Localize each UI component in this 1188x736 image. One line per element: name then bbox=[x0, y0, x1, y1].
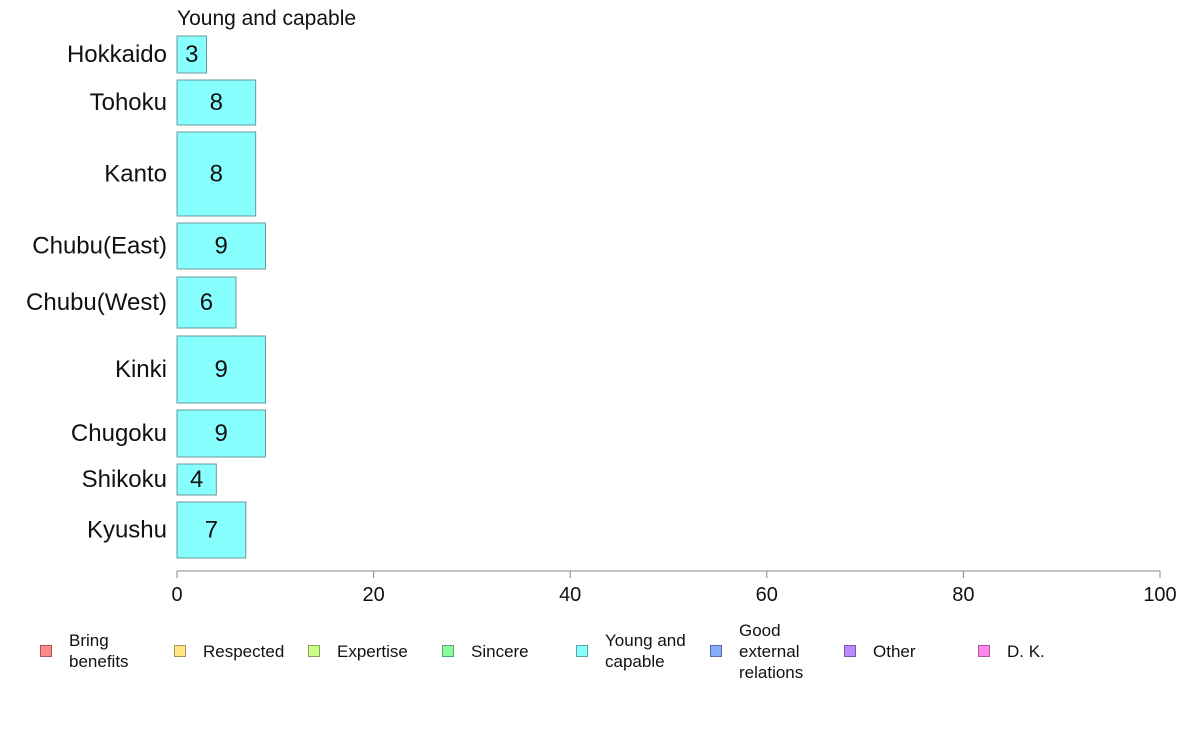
bar-value-label: 9 bbox=[215, 356, 228, 383]
legend-item: Expertise bbox=[308, 620, 408, 682]
bar-value-label: 4 bbox=[190, 466, 203, 493]
legend-item: Bring benefits bbox=[40, 620, 129, 682]
x-tick-label: 60 bbox=[756, 584, 778, 606]
legend-label: Bring benefits bbox=[69, 631, 129, 671]
category-label: Kinki bbox=[115, 356, 167, 383]
bar bbox=[176, 222, 266, 270]
bar bbox=[176, 35, 207, 74]
bar-value-label: 8 bbox=[210, 161, 223, 188]
legend-label: Expertise bbox=[337, 641, 408, 661]
legend-label: Sincere bbox=[471, 641, 529, 661]
legend-label: Young and capable bbox=[605, 631, 686, 671]
legend-swatch-icon bbox=[40, 645, 52, 657]
category-label: Kanto bbox=[104, 161, 167, 188]
legend-label: Other bbox=[873, 641, 916, 661]
bar bbox=[176, 409, 266, 458]
category-label: Hokkaido bbox=[67, 41, 167, 68]
x-tick-label: 20 bbox=[362, 584, 384, 606]
bar-value-label: 3 bbox=[185, 41, 198, 68]
legend-item: Sincere bbox=[442, 620, 529, 682]
bar-value-label: 9 bbox=[215, 233, 228, 260]
legend-label: D. K. bbox=[1007, 641, 1045, 661]
legend-swatch-icon bbox=[308, 645, 320, 657]
category-label: Chubu(West) bbox=[26, 289, 167, 316]
legend-item: Good external relations bbox=[710, 620, 803, 682]
category-label: Chugoku bbox=[71, 420, 167, 447]
legend-swatch-icon bbox=[710, 645, 722, 657]
legend-swatch-icon bbox=[174, 645, 186, 657]
bar-value-label: 6 bbox=[200, 289, 213, 316]
legend-swatch-icon bbox=[844, 645, 856, 657]
bar-value-label: 8 bbox=[210, 89, 223, 116]
legend-item: Respected bbox=[174, 620, 284, 682]
bar-value-label: 9 bbox=[215, 420, 228, 447]
category-label: Chubu(East) bbox=[32, 233, 167, 260]
bar bbox=[176, 131, 257, 217]
category-label: Tohoku bbox=[90, 89, 167, 116]
legend-swatch-icon bbox=[978, 645, 990, 657]
bar-value-label: 7 bbox=[205, 517, 218, 544]
bar bbox=[176, 501, 247, 559]
category-label: Kyushu bbox=[87, 517, 167, 544]
bar bbox=[176, 276, 237, 329]
legend-item: D. K. bbox=[978, 620, 1045, 682]
legend-label: Good external relations bbox=[739, 620, 804, 682]
x-tick-label: 0 bbox=[171, 584, 182, 606]
legend: Bring benefits Respected Expertise Sincere Y… bbox=[0, 620, 1188, 700]
panel-title: Young and capable bbox=[177, 7, 356, 30]
legend-item: Young and capable bbox=[576, 620, 686, 682]
x-tick-label: 80 bbox=[952, 584, 974, 606]
legend-swatch-icon bbox=[576, 645, 588, 657]
x-tick-label: 100 bbox=[1143, 584, 1176, 606]
legend-swatch-icon bbox=[442, 645, 454, 657]
category-label: Shikoku bbox=[82, 466, 167, 493]
x-tick-label: 40 bbox=[559, 584, 581, 606]
bar bbox=[176, 79, 257, 126]
bar-chart: Young and capable Hokkaido 3 Tohoku 8 Kanto 8 C… bbox=[26, 7, 1177, 606]
bar bbox=[176, 463, 217, 496]
legend-label: Respected bbox=[203, 641, 285, 661]
bar bbox=[176, 335, 266, 404]
legend-item: Other bbox=[844, 620, 916, 682]
